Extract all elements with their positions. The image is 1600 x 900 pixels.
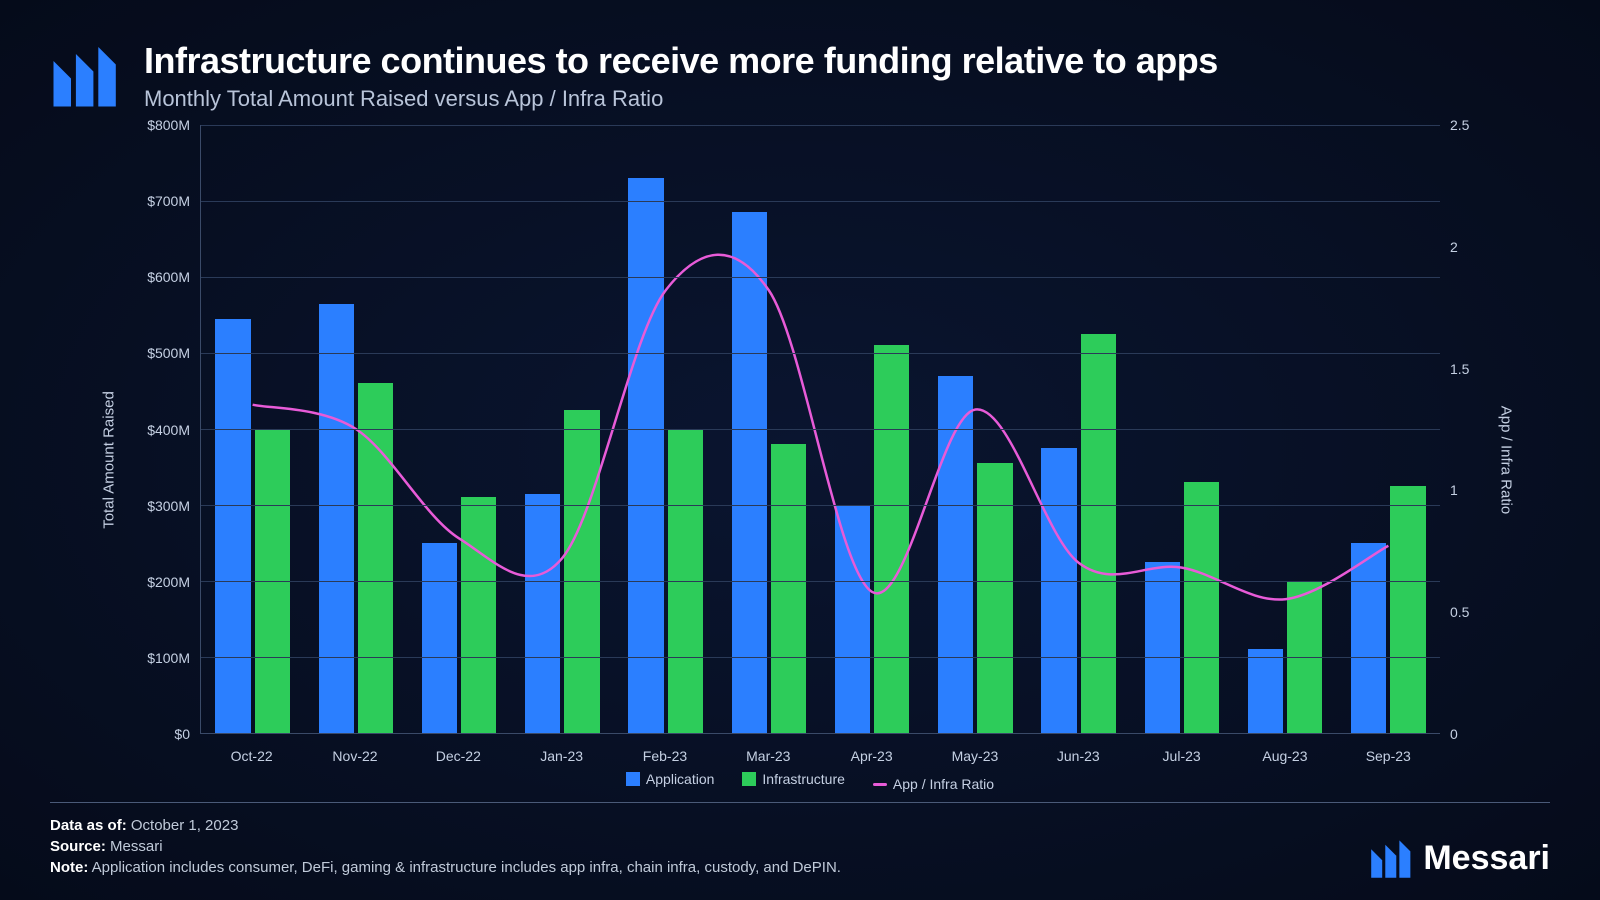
footer: Data as of: October 1, 2023 Source: Mess… <box>50 817 1550 880</box>
y-right-ticks: 00.511.522.5 <box>1440 125 1490 734</box>
y-right-tick: 1 <box>1450 482 1458 498</box>
y-left-tick: $200M <box>147 574 190 590</box>
brand-wordmark: Messari <box>1369 836 1550 880</box>
y-right-tick: 1.5 <box>1450 361 1469 377</box>
y-left-tick: $700M <box>147 193 190 209</box>
y-right-tick: 0 <box>1450 726 1458 742</box>
legend-label: App / Infra Ratio <box>893 776 994 792</box>
x-ticks: Oct-22Nov-22Dec-22Jan-23Feb-23Mar-23Apr-… <box>200 748 1440 764</box>
ratio-line <box>253 255 1389 600</box>
y-left-tick: $800M <box>147 117 190 133</box>
y-right-tick: 2.5 <box>1450 117 1469 133</box>
note: Note: Application includes consumer, DeF… <box>50 859 841 876</box>
y-axis-left-label: Total Amount Raised <box>100 391 117 529</box>
plot-area <box>200 125 1440 734</box>
x-tick: Aug-23 <box>1233 748 1336 764</box>
y-left-tick: $600M <box>147 269 190 285</box>
x-tick: Jun-23 <box>1027 748 1130 764</box>
x-tick: Nov-22 <box>303 748 406 764</box>
x-tick: May-23 <box>923 748 1026 764</box>
y-left-ticks: $0$100M$200M$300M$400M$500M$600M$700M$80… <box>130 125 200 734</box>
brand-logo-icon <box>50 40 120 115</box>
y-right-tick: 0.5 <box>1450 604 1469 620</box>
y-left-tick: $0 <box>174 726 190 742</box>
y-left-tick: $300M <box>147 498 190 514</box>
y-left-tick: $500M <box>147 345 190 361</box>
y-axis-right-label: App / Infra Ratio <box>1497 405 1514 513</box>
x-tick: Apr-23 <box>820 748 923 764</box>
source: Source: Messari <box>50 838 841 855</box>
data-as-of: Data as of: October 1, 2023 <box>50 817 841 834</box>
x-tick: Oct-22 <box>200 748 303 764</box>
x-tick: Sep-23 <box>1337 748 1440 764</box>
legend-label: Application <box>646 771 715 787</box>
legend-swatch <box>873 783 887 786</box>
y-left-tick: $400M <box>147 422 190 438</box>
legend-item-application: Application <box>626 771 715 787</box>
chart-title: Infrastructure continues to receive more… <box>144 40 1550 82</box>
legend-item-ratio: App / Infra Ratio <box>873 776 994 792</box>
x-tick: Mar-23 <box>717 748 820 764</box>
x-tick: Dec-22 <box>407 748 510 764</box>
legend-item-infrastructure: Infrastructure <box>742 771 844 787</box>
y-right-tick: 2 <box>1450 239 1458 255</box>
header: Infrastructure continues to receive more… <box>50 40 1550 115</box>
legend-swatch <box>742 772 756 786</box>
y-left-tick: $100M <box>147 650 190 666</box>
legend: Application Infrastructure App / Infra Rat… <box>140 771 1480 793</box>
x-tick: Feb-23 <box>613 748 716 764</box>
chart-subtitle: Monthly Total Amount Raised versus App /… <box>144 86 1550 112</box>
footer-divider <box>50 802 1550 803</box>
legend-swatch <box>626 772 640 786</box>
legend-label: Infrastructure <box>762 771 844 787</box>
x-tick: Jul-23 <box>1130 748 1233 764</box>
x-tick: Jan-23 <box>510 748 613 764</box>
